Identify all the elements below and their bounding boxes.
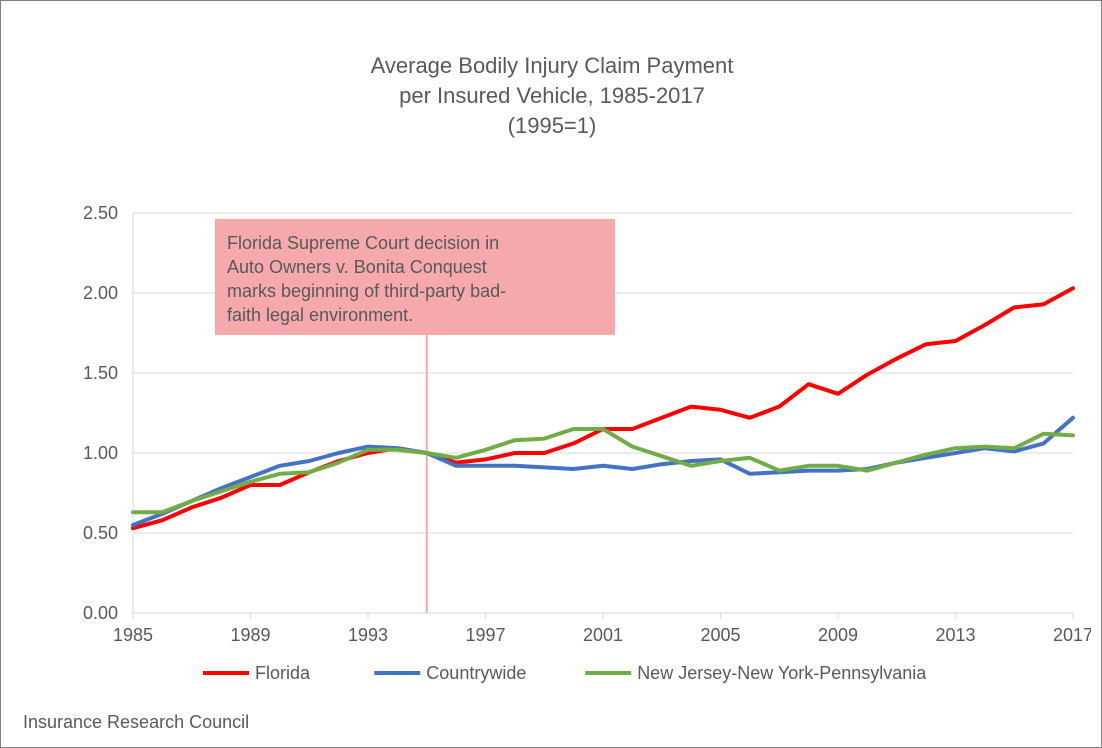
svg-text:0.50: 0.50 — [83, 523, 118, 543]
svg-text:2013: 2013 — [935, 625, 975, 645]
svg-text:1997: 1997 — [465, 625, 505, 645]
chart-container: Average Bodily Injury Claim Payment per I… — [0, 0, 1102, 748]
svg-text:2017: 2017 — [1053, 625, 1091, 645]
svg-text:2.50: 2.50 — [83, 203, 118, 223]
svg-text:Florida Supreme Court decision: Florida Supreme Court decision in — [227, 233, 499, 253]
svg-text:Average Bodily Injury Claim Pa: Average Bodily Injury Claim Payment — [371, 53, 734, 78]
legend-label: Florida — [255, 663, 311, 683]
svg-text:(1995=1): (1995=1) — [508, 113, 597, 138]
chart-wrap: Average Bodily Injury Claim Payment per I… — [13, 13, 1089, 735]
annotation-box: Florida Supreme Court decision in Auto Ow… — [215, 219, 615, 335]
svg-text:2001: 2001 — [583, 625, 623, 645]
svg-text:0.00: 0.00 — [83, 603, 118, 623]
series-countrywide — [133, 418, 1073, 525]
svg-text:faith legal environment.: faith legal environment. — [227, 305, 413, 325]
svg-text:1985: 1985 — [113, 625, 153, 645]
source-text: Insurance Research Council — [23, 712, 249, 732]
legend-label: New Jersey-New York-Pennsylvania — [637, 663, 927, 683]
svg-text:2.00: 2.00 — [83, 283, 118, 303]
x-axis: 1985 1989 1993 1997 2001 2005 2009 2013 2017 — [113, 613, 1091, 645]
svg-text:1993: 1993 — [348, 625, 388, 645]
svg-text:marks beginning of third-party: marks beginning of third-party bad- — [227, 281, 506, 301]
svg-text:2009: 2009 — [818, 625, 858, 645]
svg-text:per Insured Vehicle, 1985-2017: per Insured Vehicle, 1985-2017 — [399, 83, 705, 108]
legend-label: Countrywide — [426, 663, 526, 683]
chart-title: Average Bodily Injury Claim Payment per I… — [371, 53, 734, 138]
line-chart-svg: Average Bodily Injury Claim Payment per I… — [13, 13, 1091, 737]
series-new-jersey-new-york-pennsylvania — [133, 429, 1073, 512]
svg-text:1.50: 1.50 — [83, 363, 118, 383]
svg-text:Auto Owners v. Bonita Conquest: Auto Owners v. Bonita Conquest — [227, 257, 487, 277]
svg-text:2005: 2005 — [700, 625, 740, 645]
svg-text:1989: 1989 — [230, 625, 270, 645]
chart-legend: Florida Countrywide New Jersey-New York-Pe… — [203, 663, 927, 683]
svg-text:1.00: 1.00 — [83, 443, 118, 463]
